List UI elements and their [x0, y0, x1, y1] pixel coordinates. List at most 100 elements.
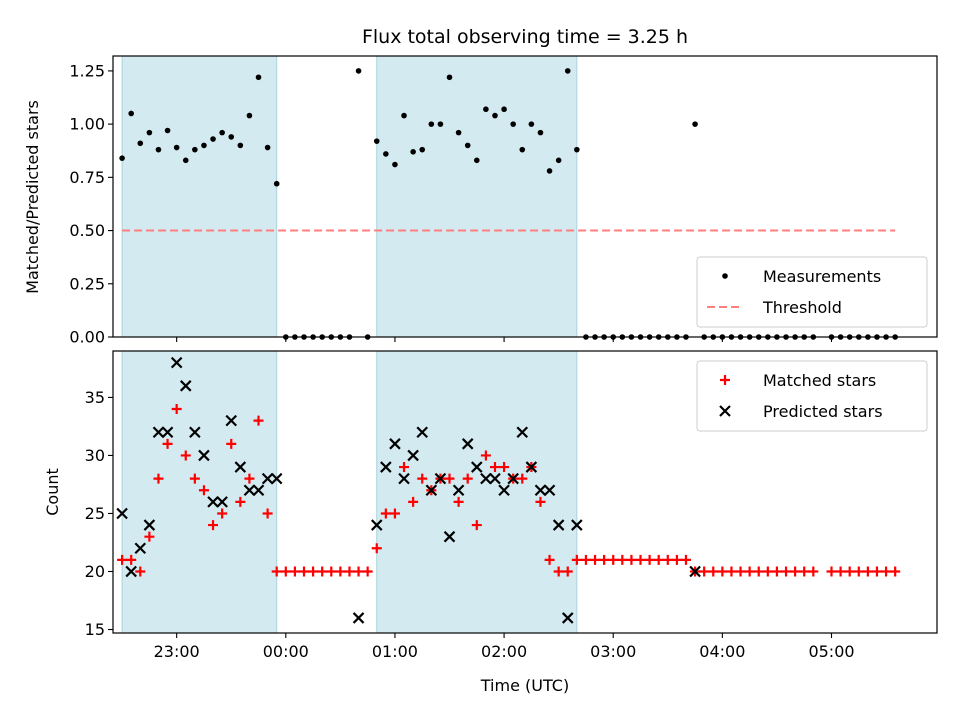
measurement-point — [464, 142, 471, 149]
predicted-star-marker — [352, 612, 365, 624]
matched-star-marker — [180, 450, 191, 461]
predicted-star-marker — [216, 496, 228, 508]
measurement-point — [255, 74, 262, 81]
top-y-axis-label: Matched/Predicted stars — [23, 100, 42, 294]
matched-star-marker — [126, 554, 137, 565]
measurement-point — [483, 106, 489, 113]
matched-star-marker — [135, 566, 146, 577]
measurement-point — [155, 146, 162, 153]
matched-star-marker — [599, 554, 610, 565]
bottom-panel-star-counts: 15 20 25 30 35 23:00 00:00 01:00 02:00 03:00 04:00… — [85, 350, 938, 661]
measurement-point — [419, 146, 426, 153]
bottom-y-tick-label: 25 — [85, 504, 105, 523]
matched-star-marker — [389, 508, 400, 519]
matched-star-marker — [153, 473, 164, 484]
measurement-point — [401, 112, 407, 119]
matched-star-marker — [235, 496, 246, 507]
measurement-point — [428, 121, 435, 127]
top-y-tick-label: 1.25 — [69, 61, 105, 80]
bottom-legend-box — [696, 360, 928, 432]
top-axes-frame — [112, 55, 938, 338]
matched-star-marker — [362, 566, 373, 577]
matched-star-marker — [762, 566, 773, 577]
matched-star-marker — [399, 462, 410, 473]
matched-star-marker — [271, 566, 282, 577]
bottom-x-tick-label: 02:00 — [481, 642, 527, 661]
matched-star-marker — [671, 554, 682, 565]
predicted-star-marker — [143, 519, 156, 531]
matched-star-marker — [353, 566, 364, 577]
predicted-star-marker — [380, 461, 392, 473]
measurement-point — [201, 142, 207, 149]
measurement-point — [383, 151, 389, 157]
measurement-point — [455, 129, 462, 136]
bottom-x-tick-label: 05:00 — [808, 642, 854, 661]
bottom-axes-frame — [112, 350, 938, 634]
measurement-point — [392, 161, 398, 168]
matched-star-marker — [626, 554, 637, 565]
predicted-star-marker — [452, 484, 465, 497]
matched-star-marker — [562, 566, 573, 577]
measurement-point — [574, 146, 580, 153]
matched-star-marker — [844, 566, 855, 577]
matched-star-marker — [881, 566, 892, 577]
matched-star-marker — [808, 566, 819, 577]
bottom-x-tick-label: 03:00 — [590, 642, 636, 661]
predicted-star-marker — [443, 530, 456, 543]
matched-star-marker — [717, 566, 728, 577]
matched-star-marker — [653, 554, 664, 565]
predicted-star-marker — [507, 472, 519, 485]
matched-star-marker — [553, 566, 564, 577]
matched-star-marker — [280, 566, 291, 577]
matched-star-marker — [790, 566, 801, 577]
predicted-star-marker — [170, 356, 183, 369]
bottom-x-tick-label: 23:00 — [154, 642, 200, 661]
measurement-point — [528, 121, 535, 127]
matched-star-marker — [226, 438, 237, 449]
predicted-star-marker — [689, 565, 701, 578]
matched-star-marker — [453, 496, 464, 507]
predicted-star-marker — [243, 484, 256, 497]
measurement-point — [546, 168, 553, 174]
matched-star-marker — [198, 485, 209, 496]
matched-star-marker — [571, 554, 582, 565]
predicted-star-marker — [552, 519, 565, 531]
matched-star-marker — [308, 566, 319, 577]
observing-window-band — [376, 55, 578, 338]
predicted-star-marker — [398, 472, 410, 485]
matched-star-marker — [480, 450, 491, 461]
predicted-star-marker — [179, 380, 192, 392]
matched-star-marker — [253, 415, 264, 426]
predicted-star-marker — [270, 472, 283, 485]
predicted-star-marker — [471, 461, 483, 473]
predicted-star-marker — [571, 519, 583, 531]
matched-star-marker — [371, 543, 382, 554]
measurement-point — [492, 112, 498, 119]
matched-star-marker — [862, 566, 873, 577]
predicted-star-marker — [234, 461, 247, 473]
predicted-star-marker — [189, 426, 201, 439]
measurement-point — [501, 106, 507, 113]
measurement-point — [237, 142, 244, 149]
matched-star-marker — [189, 473, 200, 484]
measurement-point — [173, 144, 180, 151]
matched-star-marker — [662, 554, 673, 565]
matched-star-marker — [317, 566, 328, 577]
matched-star-marker — [262, 508, 273, 519]
bottom-y-tick-label: 35 — [85, 388, 105, 407]
top-y-tick-label: 0.75 — [69, 168, 105, 187]
matched-star-marker — [826, 566, 837, 577]
predicted-star-marker — [225, 414, 238, 427]
predicted-star-marker — [125, 565, 137, 578]
measurement-point — [210, 136, 216, 142]
matched-star-marker — [871, 566, 882, 577]
top-legend-box — [696, 256, 928, 328]
legend-measurement-swatch — [722, 273, 728, 279]
measurement-point — [537, 129, 544, 136]
matched-star-marker — [799, 566, 810, 577]
observing-window-band — [121, 350, 278, 634]
measurement-point — [228, 134, 235, 140]
measurement-point — [519, 146, 526, 153]
measurement-point — [192, 146, 198, 153]
matched-star-marker — [444, 473, 455, 484]
